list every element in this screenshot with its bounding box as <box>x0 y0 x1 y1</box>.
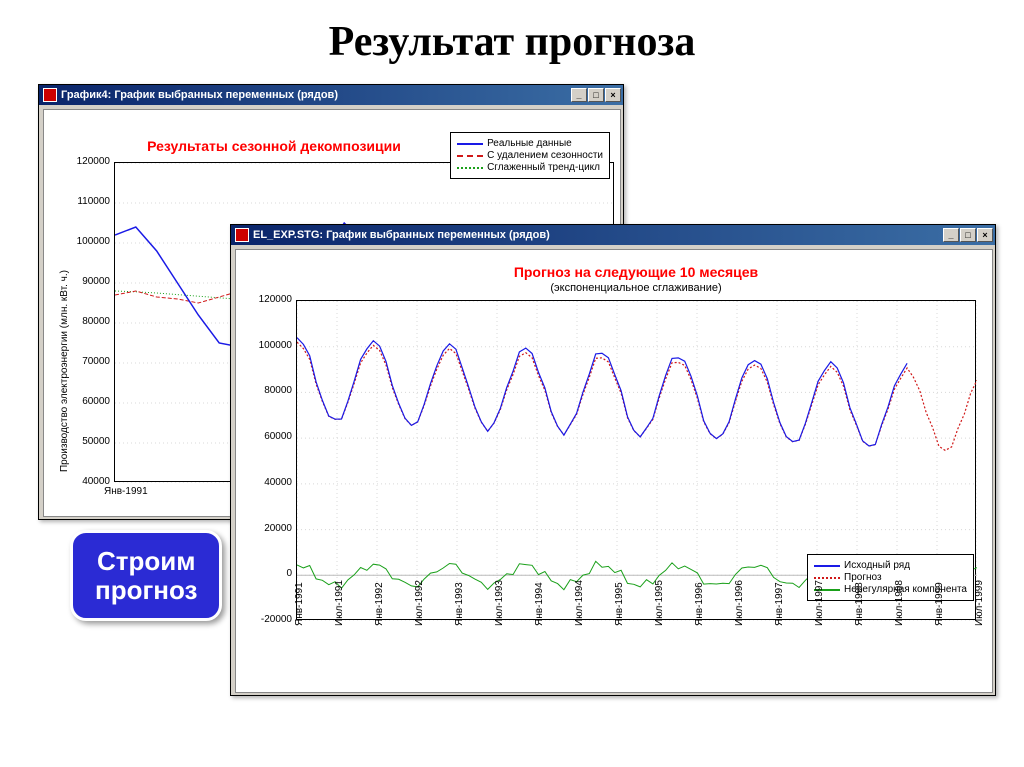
y-tick-label: 60000 <box>242 431 292 442</box>
y-tick-label: 70000 <box>60 356 110 367</box>
minimize-button[interactable]: _ <box>943 228 959 242</box>
x-tick-label: Июл-1997 <box>814 580 825 626</box>
y-tick-label: 50000 <box>60 436 110 447</box>
window-forecast: EL_EXP.STG: График выбранных переменных … <box>230 224 996 696</box>
x-tick-label: Янв-1994 <box>534 582 545 626</box>
chart-subtitle: (экспоненциальное сглаживание) <box>296 282 976 294</box>
y-tick-label: 110000 <box>60 196 110 207</box>
x-tick-label: Янв-1991 <box>104 486 148 497</box>
chart-title: Прогноз на следующие 10 месяцев <box>296 264 976 280</box>
plot-frame: Прогноз на следующие 10 месяцев (экспоне… <box>235 249 993 693</box>
close-button[interactable]: × <box>605 88 621 102</box>
page-title: Результат прогноза <box>0 18 1024 66</box>
legend-item: Исходный ряд <box>814 560 967 571</box>
legend-item: Реальные данные <box>457 138 603 149</box>
legend-label: Сглаженный тренд-цикл <box>487 162 600 173</box>
x-tick-label: Янв-1991 <box>294 582 305 626</box>
legend-swatch <box>457 143 483 145</box>
y-tick-label: 60000 <box>60 396 110 407</box>
legend-swatch <box>457 167 483 169</box>
y-tick-label: 40000 <box>60 476 110 487</box>
legend-item: Сглаженный тренд-цикл <box>457 162 603 173</box>
maximize-button[interactable]: □ <box>960 228 976 242</box>
x-tick-label: Янв-1996 <box>694 582 705 626</box>
y-tick-label: 40000 <box>242 477 292 488</box>
x-tick-label: Июл-1995 <box>654 580 665 626</box>
x-tick-label: Июл-1992 <box>414 580 425 626</box>
x-tick-label: Июл-1994 <box>574 580 585 626</box>
x-tick-label: Янв-1997 <box>774 582 785 626</box>
y-tick-label: 90000 <box>60 276 110 287</box>
x-tick-label: Июл-1991 <box>334 580 345 626</box>
x-tick-label: Июл-1993 <box>494 580 505 626</box>
legend-swatch <box>457 155 483 157</box>
chart-title: Результаты сезонной декомпозиции <box>124 138 424 154</box>
legend-swatch <box>814 577 840 579</box>
callout-build-forecast: Строимпрогноз <box>70 530 222 621</box>
x-tick-label: Янв-1992 <box>374 582 385 626</box>
y-tick-label: -20000 <box>242 614 292 625</box>
legend-label: Реальные данные <box>487 138 572 149</box>
app-icon <box>43 88 57 102</box>
x-tick-label: Июл-1999 <box>974 580 985 626</box>
close-button[interactable]: × <box>977 228 993 242</box>
titlebar[interactable]: График4: График выбранных переменных (ря… <box>39 85 623 105</box>
x-tick-label: Июл-1996 <box>734 580 745 626</box>
y-tick-label: 80000 <box>242 385 292 396</box>
legend-swatch <box>814 565 840 567</box>
maximize-button[interactable]: □ <box>588 88 604 102</box>
x-tick-label: Янв-1999 <box>934 582 945 626</box>
legend: Исходный рядПрогнозНерегулярная компонен… <box>807 554 974 601</box>
x-tick-label: Янв-1998 <box>854 582 865 626</box>
y-tick-label: 100000 <box>242 340 292 351</box>
legend: Реальные данныеС удалением сезонностиСгл… <box>450 132 610 179</box>
legend-item: С удалением сезонности <box>457 150 603 161</box>
x-tick-label: Янв-1995 <box>614 582 625 626</box>
app-icon <box>235 228 249 242</box>
y-tick-label: 80000 <box>60 316 110 327</box>
window-title: EL_EXP.STG: График выбранных переменных … <box>253 229 943 241</box>
y-tick-label: 120000 <box>60 156 110 167</box>
x-tick-label: Янв-1993 <box>454 582 465 626</box>
y-tick-label: 100000 <box>60 236 110 247</box>
window-title: График4: График выбранных переменных (ря… <box>61 89 571 101</box>
legend-label: С удалением сезонности <box>487 150 603 161</box>
legend-label: Исходный ряд <box>844 560 910 571</box>
titlebar[interactable]: EL_EXP.STG: График выбранных переменных … <box>231 225 995 245</box>
y-tick-label: 0 <box>242 568 292 579</box>
x-tick-label: Июл-1998 <box>894 580 905 626</box>
y-tick-label: 20000 <box>242 523 292 534</box>
minimize-button[interactable]: _ <box>571 88 587 102</box>
y-tick-label: 120000 <box>242 294 292 305</box>
